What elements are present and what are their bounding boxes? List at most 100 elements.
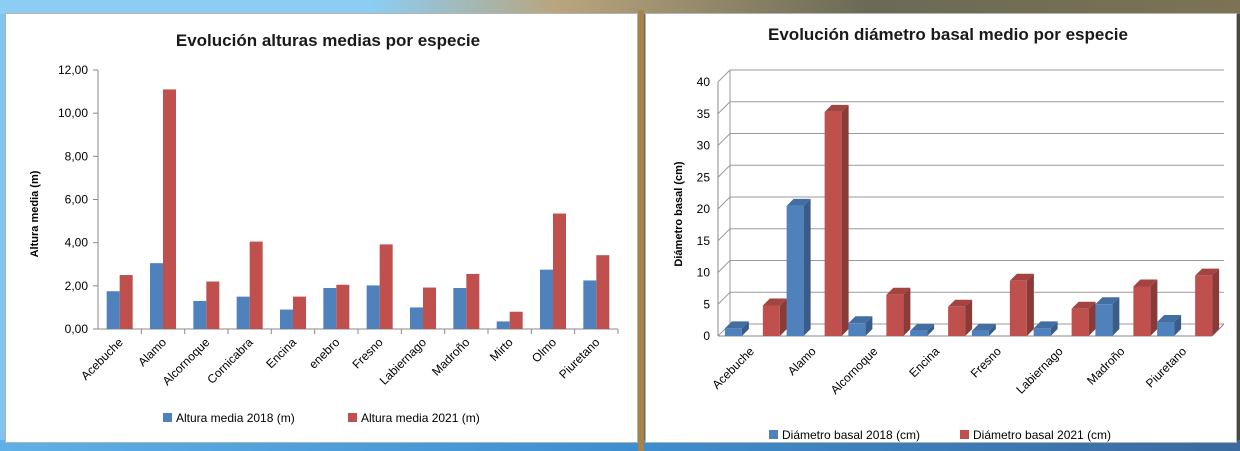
bar-side-2021 bbox=[1088, 301, 1096, 336]
height-chart: Evolución alturas medias por especie Alt… bbox=[29, 31, 619, 425]
legend-swatch bbox=[960, 430, 969, 439]
bar-2021 bbox=[423, 287, 436, 329]
legend-label: Diámetro basal 2018 (cm) bbox=[782, 428, 920, 442]
bar-2018 bbox=[1157, 322, 1175, 336]
gridline-side bbox=[717, 164, 731, 178]
x-tick-label: Acebuche bbox=[78, 335, 126, 383]
diameter-chart: Evolución diámetro basal medio por espec… bbox=[673, 25, 1225, 442]
y-tick-label: 0 bbox=[703, 329, 710, 343]
x-tick-label: Alcornoque bbox=[160, 335, 213, 388]
bar-2018 bbox=[1033, 328, 1051, 336]
bar-2021 bbox=[466, 273, 480, 329]
y-tick-label: 20 bbox=[697, 202, 711, 216]
x-tick-label: enebro bbox=[306, 335, 343, 372]
bar-top-2021 bbox=[1009, 273, 1034, 281]
y-tick-label: 10 bbox=[697, 266, 711, 280]
legend-label: Diámetro basal 2021 (cm) bbox=[973, 428, 1111, 442]
bar-2021 bbox=[119, 275, 133, 329]
gridline-side bbox=[717, 196, 731, 210]
x-tick-label: Fresno bbox=[968, 344, 1005, 381]
bar-side-2018 bbox=[1174, 315, 1182, 336]
bar-side-2021 bbox=[903, 287, 911, 336]
bar-top-2021 bbox=[948, 299, 973, 307]
y-axis-title: Altura media (m) bbox=[29, 170, 41, 257]
bar-side-2021 bbox=[841, 104, 849, 336]
bar-side-2018 bbox=[927, 323, 935, 336]
y-tick-label: 2,00 bbox=[65, 279, 89, 293]
bar-2018 bbox=[280, 309, 293, 329]
y-tick-label: 8,00 bbox=[65, 149, 89, 163]
gridline-side bbox=[717, 101, 731, 115]
bar-side-2018 bbox=[988, 323, 996, 336]
x-tick-label: Madroño bbox=[429, 335, 473, 379]
x-tick-label: Mirto bbox=[487, 335, 516, 364]
bar-side-2018 bbox=[865, 316, 873, 336]
bar-2021 bbox=[596, 255, 610, 329]
x-tick-label: Fresno bbox=[349, 335, 386, 372]
x-tick-label: Labiernago bbox=[1013, 344, 1066, 397]
y-tick-label: 0,00 bbox=[65, 322, 89, 336]
x-tick-label: Alamo bbox=[135, 335, 169, 369]
y-tick-label: 15 bbox=[697, 234, 711, 248]
background-photo-strip bbox=[0, 0, 1240, 14]
x-tick-label: Cornicabra bbox=[204, 335, 256, 387]
y-tick-label: 25 bbox=[697, 170, 711, 184]
bar-2018 bbox=[366, 285, 380, 329]
y-tick-label: 10,00 bbox=[58, 106, 88, 120]
bar-side-2021 bbox=[779, 298, 787, 336]
bar-side-2021 bbox=[965, 299, 973, 336]
gridline-side bbox=[717, 69, 731, 83]
legend-swatch bbox=[163, 413, 172, 422]
chart-title: Evolución alturas medias por especie bbox=[176, 31, 480, 50]
x-tick-label: Labiernago bbox=[377, 335, 430, 388]
bar-side-2018 bbox=[803, 198, 811, 336]
bar-2018 bbox=[323, 287, 337, 329]
x-tick-label: Piuretano bbox=[1143, 344, 1189, 390]
bar-2021 bbox=[824, 111, 842, 336]
bar-2018 bbox=[971, 330, 989, 336]
legend-swatch bbox=[769, 430, 778, 439]
bar-side-2021 bbox=[1026, 273, 1034, 336]
bar-top-2021 bbox=[1195, 268, 1220, 276]
chart-title: Evolución diámetro basal medio por espec… bbox=[768, 25, 1128, 44]
bar-2021 bbox=[1195, 275, 1213, 336]
bar-2021 bbox=[336, 284, 350, 329]
bar-top-2021 bbox=[886, 287, 911, 295]
bar-2018 bbox=[848, 323, 866, 336]
y-tick-label: 5 bbox=[703, 297, 710, 311]
y-tick-label: 4,00 bbox=[65, 236, 89, 250]
bar-2021 bbox=[206, 281, 220, 329]
bar-top-2018 bbox=[848, 316, 873, 324]
bar-2021 bbox=[163, 89, 176, 329]
panel-divider bbox=[638, 10, 644, 451]
bar-2018 bbox=[453, 287, 467, 329]
bar-top-2018 bbox=[1033, 321, 1058, 329]
gridline-side bbox=[717, 291, 731, 305]
y-axis-title: Diámetro basal (cm) bbox=[673, 161, 685, 266]
bar-top-2018 bbox=[1095, 297, 1120, 305]
bar-top-2021 bbox=[762, 298, 787, 306]
bar-side-2018 bbox=[1050, 321, 1058, 336]
bar-side-2021 bbox=[1150, 279, 1158, 336]
x-tick-label: Alcornoque bbox=[828, 344, 881, 397]
bar-2018 bbox=[540, 269, 553, 329]
bar-2021 bbox=[553, 213, 566, 329]
bar-2018 bbox=[236, 296, 250, 329]
bar-2018 bbox=[1095, 304, 1113, 336]
bar-side-2021 bbox=[1212, 268, 1220, 336]
y-tick-label: 35 bbox=[697, 107, 711, 121]
bar-top-2021 bbox=[1071, 301, 1096, 309]
legend-swatch bbox=[348, 413, 357, 422]
bar-2021 bbox=[293, 296, 306, 329]
bar-2018 bbox=[150, 263, 163, 329]
bar-top-2018 bbox=[786, 198, 811, 206]
bar-2021 bbox=[249, 241, 263, 329]
y-tick-label: 6,00 bbox=[65, 193, 89, 207]
bar-2021 bbox=[1133, 286, 1151, 336]
diameter-chart-panel: Evolución diámetro basal medio por espec… bbox=[646, 14, 1236, 442]
x-tick-label: Olmo bbox=[529, 335, 559, 365]
bar-2018 bbox=[583, 280, 597, 329]
height-chart-panel: Evolución alturas medias por especie Alt… bbox=[6, 14, 637, 442]
x-tick-label: Alamo bbox=[785, 344, 819, 378]
bar-2021 bbox=[886, 294, 904, 336]
